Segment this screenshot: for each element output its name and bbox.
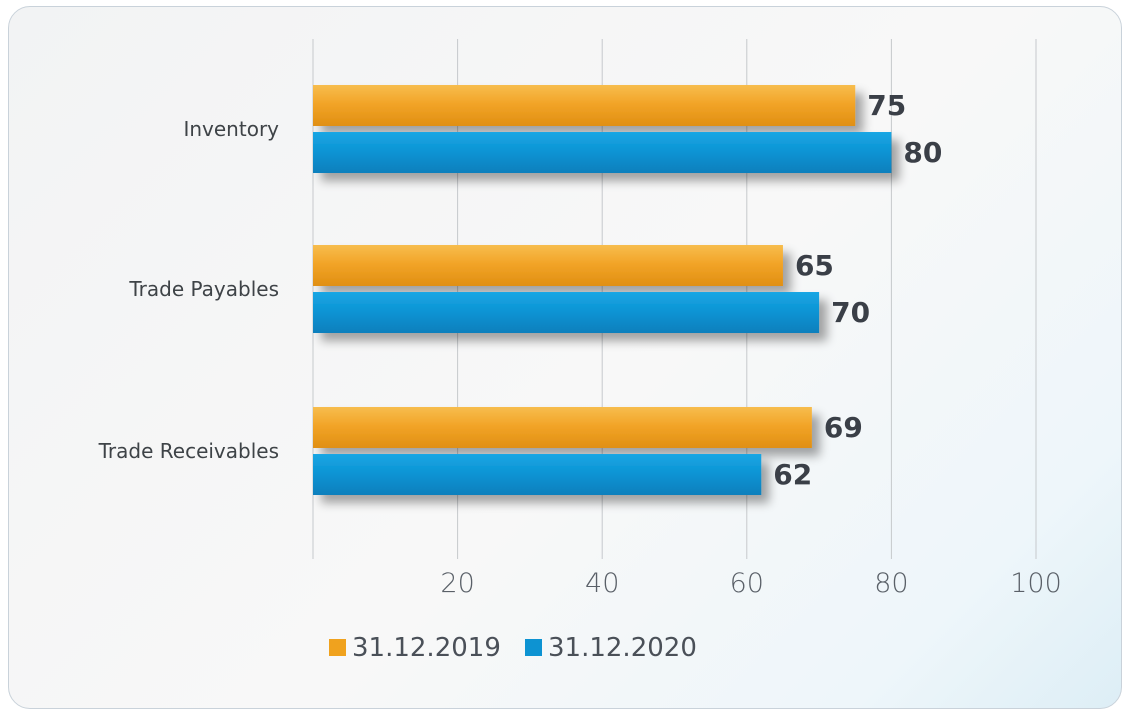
x-tick-label: 60: [730, 568, 764, 599]
data-label: 69: [824, 411, 863, 444]
legend-swatch: [525, 639, 542, 656]
bar: [313, 245, 783, 286]
bar: [313, 85, 856, 126]
x-tick-label: 100: [1010, 568, 1062, 599]
x-tick-label: 80: [874, 568, 908, 599]
legend: 31.12.2019 31.12.2020: [329, 633, 697, 663]
bar: [313, 292, 820, 333]
bars: [313, 85, 892, 495]
category-label: Trade Receivables: [98, 439, 279, 463]
bar: [313, 132, 892, 173]
bar: [313, 454, 762, 495]
bar-chart: 20 40 60 80 100 Inventory 75 80 Trade Payables 65…: [98, 39, 1062, 663]
category-label: Trade Payables: [128, 277, 279, 301]
bar: [313, 407, 812, 448]
legend-label: 31.12.2020: [548, 633, 697, 663]
legend-label: 31.12.2019: [352, 633, 501, 663]
data-label: 62: [773, 458, 812, 491]
data-label: 65: [795, 249, 834, 282]
data-label: 80: [903, 136, 942, 169]
labels: 20 40 60 80 100 Inventory 75 80 Trade Payables 65…: [98, 89, 1062, 599]
data-label: 75: [867, 89, 906, 122]
data-label: 70: [831, 296, 870, 329]
legend-swatch: [329, 639, 346, 656]
category-label: Inventory: [183, 117, 279, 141]
x-tick-label: 40: [585, 568, 619, 599]
chart-card: 20 40 60 80 100 Inventory 75 80 Trade Payables 65…: [8, 6, 1122, 709]
x-tick-label: 20: [440, 568, 474, 599]
